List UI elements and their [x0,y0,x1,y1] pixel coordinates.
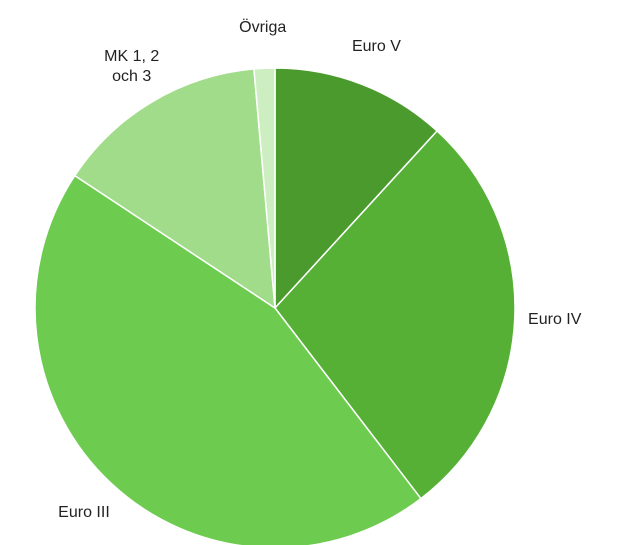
pie-slice [253,67,276,309]
slice-label: Euro V [351,38,401,56]
slice-label: MK 1, 2 och 3 [104,48,160,86]
slice-label: Euro IV [528,311,582,329]
pie-slice [73,68,276,310]
pie-slice [34,174,422,545]
pie-slice [274,129,516,500]
pie-slice [274,67,439,310]
slice-label: Euro III [58,503,110,521]
slice-label: Övriga [239,19,287,37]
